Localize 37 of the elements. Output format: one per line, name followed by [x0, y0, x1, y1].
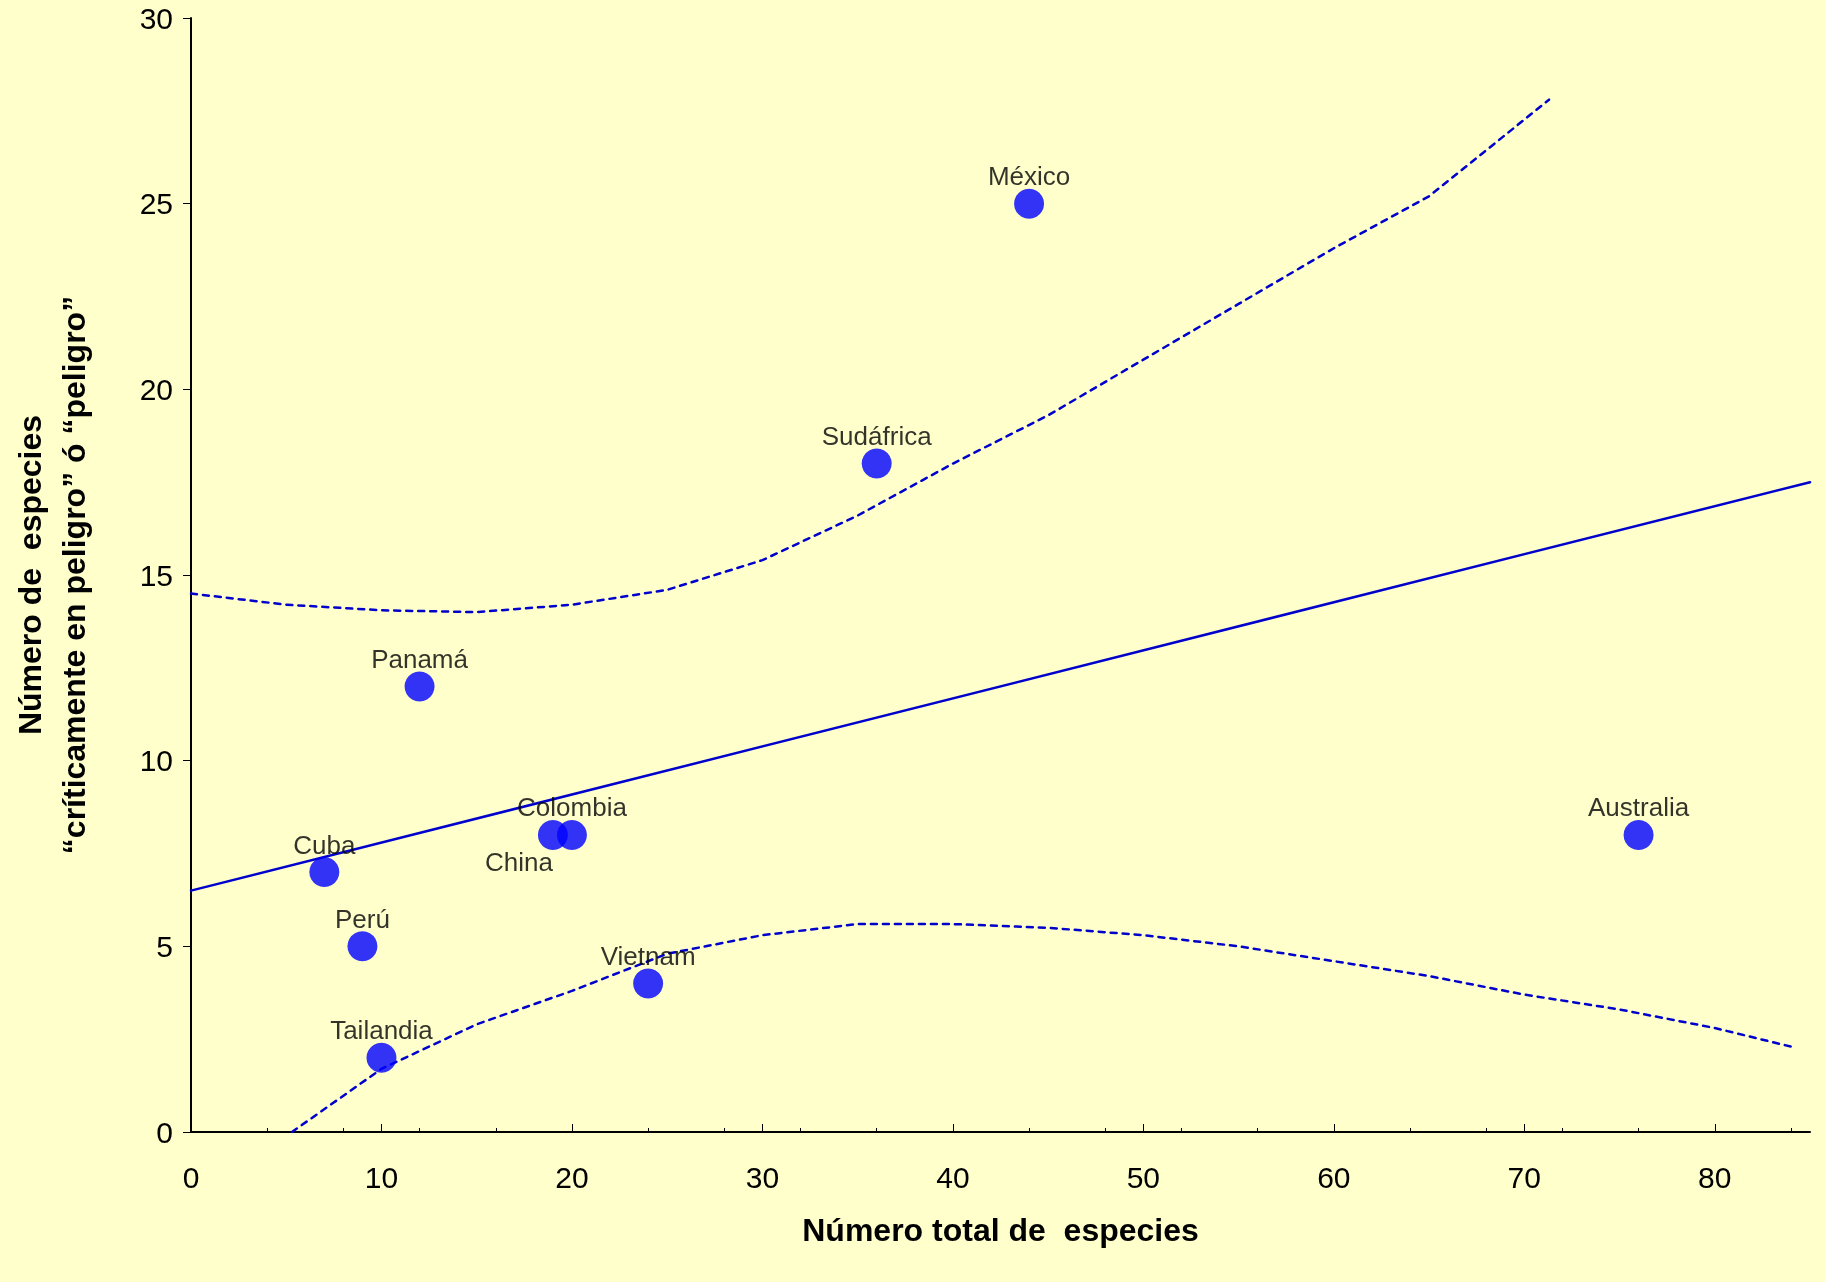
y-tick-label: 25 [139, 187, 173, 221]
x-tick-label: 50 [1126, 1160, 1161, 1194]
annotation: Sudáfrica [821, 421, 933, 452]
annotation: Colombia [517, 792, 628, 823]
point [1623, 819, 1654, 850]
y-tick-label: 5 [156, 929, 173, 963]
point [347, 931, 378, 962]
x-tick-label: 30 [745, 1160, 780, 1194]
y-tick-label: 10 [139, 744, 173, 778]
x-tick-label: 60 [1317, 1160, 1351, 1194]
point [556, 819, 587, 850]
y-tick-label: 15 [139, 558, 173, 592]
point [309, 857, 340, 888]
x-tick-label: 70 [1507, 1160, 1541, 1194]
annotation: Australia [1588, 792, 1690, 823]
point [1014, 188, 1045, 219]
x-tick-label: 40 [936, 1160, 970, 1194]
point [633, 968, 664, 999]
x-tick-label: 10 [364, 1160, 399, 1194]
y-tick-label: 30 [139, 1, 173, 35]
y-tick-label: 0 [156, 1115, 173, 1149]
annotation: Cuba [293, 829, 356, 860]
x-tick-label: 0 [182, 1160, 200, 1194]
x-axis-title: Número total de especies [802, 1212, 1199, 1248]
y-tick-label: 20 [139, 372, 173, 406]
annotation: Perú [334, 903, 390, 934]
x-tick-label: 20 [555, 1160, 589, 1194]
annotation: Panamá [371, 643, 469, 674]
line-series [189, 98, 1551, 614]
y-axis-title: Número de especies “críticamente en peligro” ó “peligro” [12, 295, 92, 855]
point [861, 448, 892, 479]
x-tick-label: 80 [1698, 1160, 1732, 1194]
annotation: Tailandia [330, 1015, 434, 1046]
annotation: México [987, 161, 1071, 192]
annotation: China [484, 847, 554, 878]
point [366, 1042, 397, 1073]
point [404, 671, 435, 702]
